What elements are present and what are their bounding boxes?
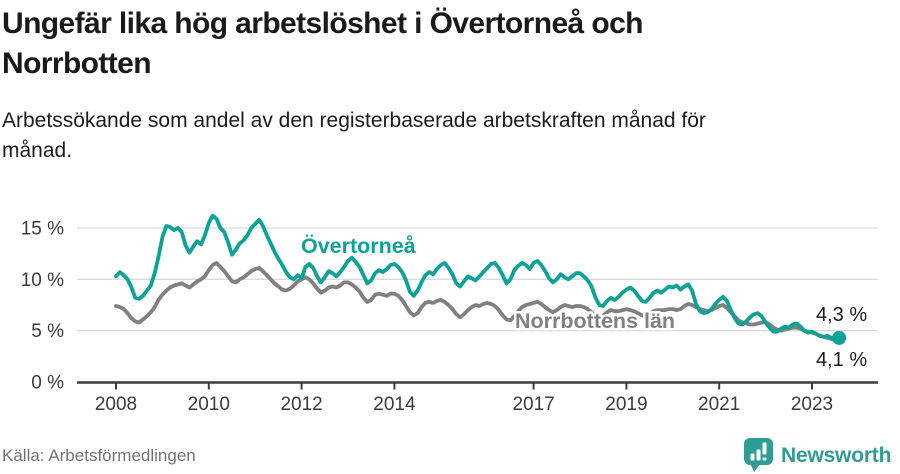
title-line-2: Norrbotten: [2, 47, 152, 80]
subtitle-line-1: Arbetssökande som andel av den registerb…: [2, 109, 706, 132]
chart-canvas: 15 % 10 % 5 % 0 % 2008 2010 2012 2014 2017 2019 20…: [21, 213, 878, 415]
page-title: Ungefär lika hög arbetslöshet i Övertorn…: [2, 4, 888, 84]
newsworthy-logo[interactable]: Newsworthy: [741, 437, 891, 472]
y-axis-tick-label: 15 %: [21, 218, 64, 239]
x-axis-tick-label: 2010: [188, 394, 230, 415]
series-label-overtornea: Övertorneå: [301, 233, 417, 258]
end-value-label: 4,3 %: [816, 304, 867, 326]
source-attribution: Källa: Arbetsförmedlingen: [2, 446, 196, 465]
title-line-1: Ungefär lika hög arbetslöshet i Övertorn…: [2, 7, 644, 40]
x-axis-tick-label: 2014: [373, 394, 416, 415]
x-axis-tick-label: 2012: [280, 394, 322, 415]
series-label-norrbotten: Norrbottens län: [515, 309, 675, 333]
series-line-overtornea: [114, 213, 841, 341]
end-value-label: 4,1 %: [816, 349, 867, 371]
page-subtitle: Arbetssökande som andel av den registerb…: [2, 106, 862, 166]
line-chart: 15 % 10 % 5 % 0 % 2008 2010 2012 2014 2017 2019 20…: [0, 195, 900, 425]
y-axis-tick-label: 0 %: [31, 373, 64, 394]
newsworthy-bubble-chart-icon: [744, 438, 773, 472]
x-axis-tick-label: 2023: [791, 394, 833, 415]
x-axis-tick-label: 2021: [698, 394, 740, 415]
x-axis-tick-label: 2008: [95, 394, 137, 415]
series-line-norrbotten: [114, 261, 841, 342]
series-endpoint-dot: [832, 330, 847, 345]
x-axis-tick-label: 2017: [512, 394, 554, 415]
subtitle-line-2: månad.: [2, 139, 73, 162]
y-axis-tick-label: 5 %: [31, 321, 64, 342]
x-axis-tick-label: 2019: [605, 394, 647, 415]
newsworthy-logo-text: Newsworthy: [781, 444, 891, 467]
y-axis-tick-label: 10 %: [21, 270, 64, 291]
